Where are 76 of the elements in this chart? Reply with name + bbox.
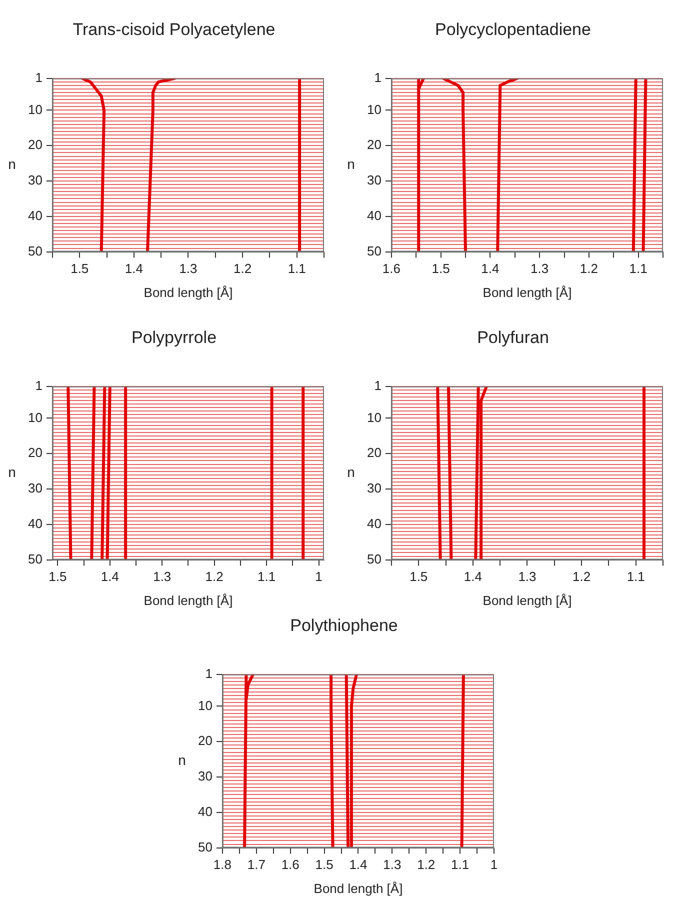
y-axis-title: n	[178, 752, 186, 768]
y-axis-title: n	[347, 156, 355, 172]
y-tick-label: 10	[366, 410, 382, 425]
x-tick-label: 1.3	[530, 261, 549, 276]
x-tick-label: 1.1	[258, 569, 276, 584]
x-tick-label: 1.5	[48, 569, 67, 584]
x-axis-title: Bond length [Å]	[482, 284, 572, 300]
y-tick-label: 40	[28, 516, 42, 531]
y-tick-label: 50	[28, 243, 42, 258]
x-tick-label: 1.4	[124, 261, 143, 276]
y-tick-label: 1	[35, 70, 42, 85]
y-tick-label: 50	[366, 243, 382, 258]
x-tick-label: 1.4	[349, 857, 368, 872]
x-tick-label: 1.2	[205, 569, 224, 584]
x-tick-label: 1	[490, 857, 498, 872]
x-tick-label: 1.5	[410, 569, 428, 584]
y-tick-label: 30	[28, 480, 42, 496]
x-tick-label: 1.4	[481, 261, 500, 276]
x-tick-label: 1.6	[281, 857, 300, 872]
x-tick-label: 1.5	[432, 261, 450, 276]
y-tick-label: 1	[374, 378, 382, 393]
x-tick-label: 1.5	[315, 857, 334, 872]
y-tick-label: 30	[366, 172, 382, 188]
y-tick-label: 30	[28, 172, 42, 188]
y-tick-label: 20	[366, 137, 382, 152]
x-tick-label: 1.4	[100, 569, 119, 584]
x-tick-label: 1.6	[382, 261, 400, 276]
y-tick-label: 40	[28, 208, 42, 223]
x-axis-title: Bond length [Å]	[144, 592, 233, 608]
x-tick-label: 1.2	[234, 261, 252, 276]
x-tick-label: 1.5	[70, 261, 89, 276]
x-tick-label: 1.3	[179, 261, 198, 276]
y-tick-label: 1	[35, 378, 42, 393]
chart-title: Trans-cisoid Polyacetylene	[72, 20, 276, 39]
x-tick-label: 1.1	[288, 261, 306, 276]
y-tick-label: 20	[28, 445, 42, 460]
x-axis-title: Bond length [Å]	[314, 880, 403, 896]
x-tick-label: 1.2	[572, 569, 591, 584]
y-tick-label: 20	[28, 137, 42, 152]
y-tick-label: 40	[366, 516, 382, 531]
x-tick-label: 1.7	[247, 857, 266, 872]
y-axis-title: n	[8, 464, 16, 480]
y-tick-label: 20	[198, 733, 212, 748]
chart-title: Polythiophene	[290, 616, 398, 635]
x-tick-label: 1.2	[580, 261, 598, 276]
y-tick-label: 50	[198, 839, 212, 854]
y-axis-title: n	[8, 156, 16, 172]
y-tick-label: 50	[366, 551, 382, 566]
chart-title: Polyfuran	[477, 328, 549, 347]
x-axis-title: Bond length [Å]	[144, 284, 233, 300]
x-tick-label: 1.1	[629, 261, 648, 276]
x-tick-label: 1.3	[518, 569, 536, 584]
x-tick-label: 1	[315, 569, 322, 584]
y-tick-label: 40	[198, 804, 212, 819]
y-tick-label: 1	[374, 70, 382, 85]
y-axis-title: n	[347, 464, 355, 480]
y-tick-label: 1	[205, 666, 212, 681]
x-tick-label: 1.4	[464, 569, 482, 584]
y-tick-label: 50	[28, 551, 42, 566]
x-tick-label: 1.8	[213, 857, 232, 872]
y-tick-label: 10	[366, 102, 382, 117]
x-tick-label: 1.2	[417, 857, 436, 872]
y-tick-label: 10	[28, 410, 42, 425]
y-tick-label: 20	[366, 445, 382, 460]
x-axis-title: Bond length [Å]	[482, 592, 572, 608]
y-tick-label: 40	[366, 208, 382, 223]
y-tick-label: 10	[28, 102, 42, 117]
x-tick-label: 1.1	[626, 569, 645, 584]
x-tick-label: 1.3	[153, 569, 172, 584]
y-tick-label: 30	[198, 768, 212, 784]
y-tick-label: 10	[198, 698, 212, 713]
chart-title: Polycyclopentadiene	[435, 20, 591, 39]
chart-title: Polypyrrole	[131, 328, 217, 347]
x-tick-label: 1.1	[451, 857, 470, 872]
y-tick-label: 30	[366, 480, 382, 496]
x-tick-label: 1.3	[383, 857, 402, 872]
